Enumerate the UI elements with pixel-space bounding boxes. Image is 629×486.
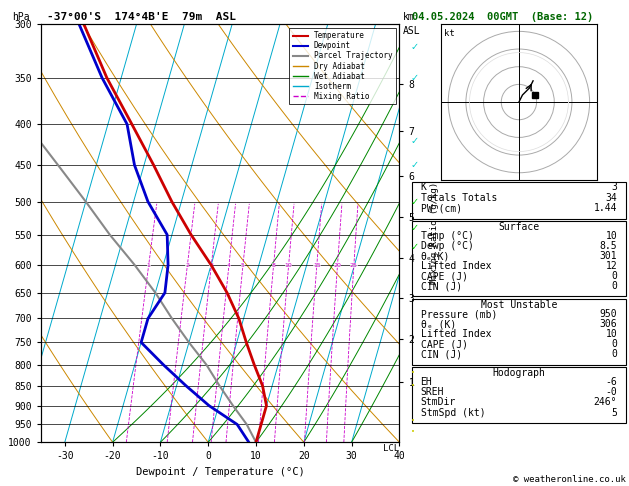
Text: 950: 950 [599, 309, 617, 319]
Text: EH: EH [421, 377, 432, 387]
Text: 25: 25 [350, 263, 358, 268]
Text: •: • [411, 370, 415, 376]
Text: 246°: 246° [594, 398, 617, 407]
Text: 3: 3 [209, 263, 213, 268]
Text: LCL: LCL [383, 444, 399, 453]
Text: Lifted Index: Lifted Index [421, 329, 491, 339]
Text: ✓: ✓ [411, 160, 419, 170]
Text: Surface: Surface [498, 222, 540, 232]
Text: 12: 12 [606, 261, 617, 271]
Text: StmSpd (kt): StmSpd (kt) [421, 408, 485, 417]
Text: 20: 20 [333, 263, 342, 268]
Text: 0: 0 [611, 349, 617, 360]
Legend: Temperature, Dewpoint, Parcel Trajectory, Dry Adiabat, Wet Adiabat, Isotherm, Mi: Temperature, Dewpoint, Parcel Trajectory… [289, 28, 396, 104]
Text: Pressure (mb): Pressure (mb) [421, 309, 497, 319]
Text: ✓: ✓ [411, 42, 419, 52]
Text: 10: 10 [285, 263, 292, 268]
Text: •: • [411, 383, 415, 389]
Text: •: • [411, 429, 415, 434]
Text: ✓: ✓ [411, 73, 419, 83]
Text: -37°00'S  174°4B'E  79m  ASL: -37°00'S 174°4B'E 79m ASL [47, 12, 236, 22]
Text: CIN (J): CIN (J) [421, 281, 462, 292]
Text: ASL: ASL [403, 26, 420, 36]
Text: 0: 0 [611, 339, 617, 349]
Text: 4: 4 [227, 263, 231, 268]
Text: 5: 5 [611, 408, 617, 417]
Text: 5: 5 [241, 263, 245, 268]
Text: 1.44: 1.44 [594, 203, 617, 213]
Text: 2: 2 [186, 263, 189, 268]
Text: θₑ (K): θₑ (K) [421, 319, 456, 329]
Text: Most Unstable: Most Unstable [481, 300, 557, 310]
Text: CAPE (J): CAPE (J) [421, 271, 467, 281]
Text: © weatheronline.co.uk: © weatheronline.co.uk [513, 474, 626, 484]
Text: kt: kt [444, 29, 455, 38]
Text: 8: 8 [272, 263, 276, 268]
Text: 34: 34 [606, 193, 617, 203]
Text: -0: -0 [606, 387, 617, 398]
Text: •: • [411, 418, 415, 424]
X-axis label: Dewpoint / Temperature (°C): Dewpoint / Temperature (°C) [136, 467, 304, 477]
Text: ✓: ✓ [411, 224, 419, 233]
Text: 10: 10 [606, 329, 617, 339]
Text: 3: 3 [611, 182, 617, 192]
Text: 1: 1 [147, 263, 150, 268]
Text: StmDir: StmDir [421, 398, 456, 407]
Text: SREH: SREH [421, 387, 444, 398]
Text: Mixing Ratio (g/kg): Mixing Ratio (g/kg) [430, 182, 438, 284]
Text: 301: 301 [599, 251, 617, 261]
Text: hPa: hPa [13, 12, 30, 22]
Text: -6: -6 [606, 377, 617, 387]
Text: 8.5: 8.5 [599, 241, 617, 251]
Text: 0: 0 [611, 281, 617, 292]
Text: ✓: ✓ [411, 136, 419, 146]
Text: 15: 15 [313, 263, 321, 268]
Text: km: km [403, 12, 415, 22]
Text: Hodograph: Hodograph [493, 368, 545, 378]
Text: Temp (°C): Temp (°C) [421, 231, 474, 241]
Text: 04.05.2024  00GMT  (Base: 12): 04.05.2024 00GMT (Base: 12) [412, 12, 593, 22]
Text: CIN (J): CIN (J) [421, 349, 462, 360]
Text: Lifted Index: Lifted Index [421, 261, 491, 271]
Text: ✓: ✓ [411, 242, 419, 252]
Text: K: K [421, 182, 426, 192]
Text: Dewp (°C): Dewp (°C) [421, 241, 474, 251]
Text: θₑ(K): θₑ(K) [421, 251, 450, 261]
Text: PW (cm): PW (cm) [421, 203, 462, 213]
Text: 0: 0 [611, 271, 617, 281]
Text: CAPE (J): CAPE (J) [421, 339, 467, 349]
Text: ✓: ✓ [411, 197, 419, 207]
Text: Totals Totals: Totals Totals [421, 193, 497, 203]
Text: 10: 10 [606, 231, 617, 241]
Text: 306: 306 [599, 319, 617, 329]
